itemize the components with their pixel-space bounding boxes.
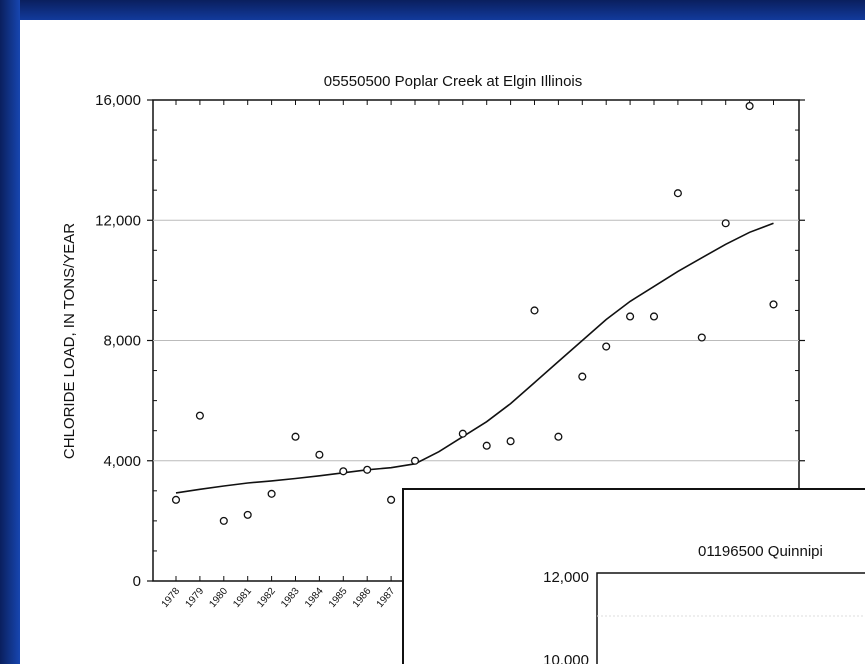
inset-plot-area xyxy=(596,572,865,664)
data-point xyxy=(745,101,754,111)
x-tick-label: 1983 xyxy=(279,586,302,610)
x-tick-label: 1986 xyxy=(351,586,374,610)
data-point xyxy=(410,456,420,465)
data-point xyxy=(315,450,324,459)
y-tick-label: 12,000 xyxy=(95,212,141,229)
y-tick-labels: 0 4,000 8,000 12,000 16,000 xyxy=(95,92,141,590)
data-points xyxy=(171,101,778,525)
x-tick-label: 1982 xyxy=(255,586,278,610)
data-point xyxy=(387,495,396,504)
y-tick-label: 8,000 xyxy=(103,333,141,350)
inset-y-tick-label: 10,000 xyxy=(543,652,589,664)
data-point xyxy=(291,432,300,441)
data-point xyxy=(363,465,372,474)
data-point xyxy=(697,333,706,342)
slide-frame-left xyxy=(0,0,20,664)
inset-y-tick-label: 12,000 xyxy=(543,569,589,586)
data-point xyxy=(530,306,539,315)
x-tick-label: 1984 xyxy=(303,586,326,610)
x-tick-labels: 1978 1979 1980 1981 1982 1983 1984 1985 1986 1987 xyxy=(160,586,398,610)
data-point xyxy=(506,437,515,446)
y-axis-label: CHLORIDE LOAD, IN TONS/YEAR xyxy=(61,223,78,459)
data-point xyxy=(554,432,563,441)
y-tick-label: 4,000 xyxy=(103,453,141,470)
data-point xyxy=(458,429,467,438)
data-point xyxy=(721,219,730,228)
data-point xyxy=(339,467,348,476)
inset-y-tick-labels: 10,000 12,000 xyxy=(543,569,589,664)
data-point xyxy=(769,300,778,309)
data-point xyxy=(195,411,204,420)
data-point xyxy=(243,510,252,519)
trend-line xyxy=(175,222,774,494)
data-point xyxy=(673,189,682,198)
data-point xyxy=(626,312,635,321)
data-point xyxy=(482,441,491,450)
x-tick-label: 1978 xyxy=(160,586,183,610)
x-tick-label: 1981 xyxy=(231,586,254,610)
x-tick-label: 1987 xyxy=(375,586,398,610)
quinnipiac-chart: 01196500 Quinnipi 10,000 12,000 xyxy=(543,543,865,664)
x-tick-label: 1985 xyxy=(327,586,350,610)
slide-frame-top xyxy=(0,0,865,20)
x-tick-label: 1980 xyxy=(207,586,230,610)
data-point xyxy=(171,495,181,504)
data-point xyxy=(649,312,659,321)
data-point xyxy=(602,342,611,351)
data-point xyxy=(219,516,228,525)
inset-chart-title: 01196500 Quinnipi xyxy=(698,543,823,560)
data-point xyxy=(267,489,276,498)
chart-title: 05550500 Poplar Creek at Elgin Illinois xyxy=(324,73,583,90)
y-tick-label: 16,000 xyxy=(95,92,141,109)
x-tick-label: 1979 xyxy=(183,586,206,610)
data-point xyxy=(578,372,587,381)
y-tick-label: 0 xyxy=(133,573,141,590)
inset-chart: 01196500 Quinnipi 10,000 12,000 xyxy=(402,488,865,664)
